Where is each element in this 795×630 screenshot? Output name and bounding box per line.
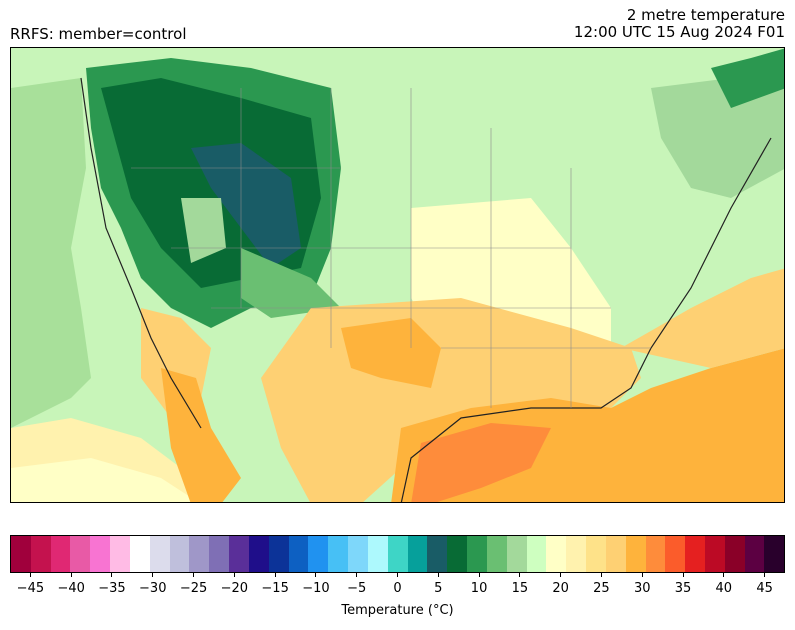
northeast-dark bbox=[711, 48, 784, 108]
colorbar-segment bbox=[189, 536, 210, 572]
colorbar-segment bbox=[665, 536, 686, 572]
colorbar-segment bbox=[50, 536, 71, 572]
colorbar-segment bbox=[605, 536, 626, 572]
state-borders bbox=[131, 88, 651, 408]
model-member-title: RRFS: member=control bbox=[10, 25, 187, 43]
colorbar-tick bbox=[723, 573, 725, 577]
colorbar-tick bbox=[764, 573, 766, 577]
colorbar-tick bbox=[519, 573, 521, 577]
valid-time-title: 12:00 UTC 15 Aug 2024 F01 bbox=[573, 23, 785, 41]
colorbar-tick-label: −35 bbox=[98, 581, 126, 596]
colorbar-label: Temperature (°C) bbox=[341, 603, 454, 618]
basin-patch bbox=[181, 198, 226, 263]
colorbar-segment bbox=[110, 536, 130, 572]
high-peaks bbox=[191, 143, 301, 268]
east-gulf-coastline bbox=[400, 137, 772, 502]
colorbar-tick bbox=[152, 573, 154, 577]
colorbar-tick bbox=[233, 573, 235, 577]
colorbar-tick bbox=[682, 573, 684, 577]
colorbar-segment bbox=[506, 536, 527, 572]
colorbar-tick bbox=[70, 573, 72, 577]
colorbar-segment bbox=[229, 536, 249, 572]
colorbar-tick bbox=[29, 573, 31, 577]
colorbar-segment bbox=[70, 536, 91, 572]
colorbar-tick-label: −15 bbox=[261, 581, 289, 596]
colorbar-tick-label: −5 bbox=[347, 581, 367, 596]
colorbar-tick-label: 0 bbox=[393, 581, 402, 596]
colorbar-tick bbox=[437, 573, 439, 577]
variable-time-title: 2 metre temperature 12:00 UTC 15 Aug 202… bbox=[574, 7, 785, 41]
colorbar-tick bbox=[274, 573, 276, 577]
colorbar-segment bbox=[566, 536, 587, 572]
baja-warm bbox=[161, 368, 241, 502]
colorbar-segment bbox=[685, 536, 705, 572]
colorbar-segment bbox=[308, 536, 329, 572]
colorbar-segment bbox=[129, 536, 150, 572]
pacific-cool-band bbox=[11, 78, 91, 428]
colorbar-tick bbox=[641, 573, 643, 577]
colorbar-tick bbox=[111, 573, 113, 577]
colorbar-tick bbox=[315, 573, 317, 577]
colorbar-tick-label: 45 bbox=[756, 581, 773, 596]
colorbar-segment bbox=[625, 536, 646, 572]
colorbar-tick-label: −30 bbox=[139, 581, 167, 596]
colorbar-tick-label: 40 bbox=[715, 581, 733, 596]
colorbar-segment bbox=[90, 536, 111, 572]
colorbar-tick-label: 10 bbox=[470, 581, 488, 596]
colorbar-segment bbox=[645, 536, 666, 572]
temperature-map[interactable] bbox=[10, 47, 785, 503]
colorbar-tick-label: 30 bbox=[633, 581, 651, 596]
colorbar-segment bbox=[11, 536, 31, 572]
colorbar-segment bbox=[288, 536, 309, 572]
variable-title: 2 metre temperature bbox=[626, 6, 785, 24]
gulf-hot bbox=[411, 423, 551, 502]
colorbar-ticks: −45 −40 −35 −30 −25 −20 −15 −10 −5 0 5 10 15 20 25 30 35… bbox=[10, 573, 785, 603]
colorbar-segment bbox=[586, 536, 606, 572]
colorbar-segment bbox=[169, 536, 190, 572]
colorbar-segment bbox=[486, 536, 507, 572]
colorbar-tick bbox=[193, 573, 195, 577]
colorbar-segment bbox=[30, 536, 51, 572]
colorbar-segment bbox=[407, 536, 428, 572]
colorbar-segment bbox=[467, 536, 487, 572]
texas-warm bbox=[341, 318, 441, 388]
colorbar-segment bbox=[149, 536, 170, 572]
colorbar-segment bbox=[268, 536, 289, 572]
colorbar-segment bbox=[248, 536, 269, 572]
colorbar-tick-label: −10 bbox=[302, 581, 330, 596]
colorbar-tick-label: 35 bbox=[674, 581, 692, 596]
colorbar-tick-label: −25 bbox=[179, 581, 208, 596]
colorbar-tick-label: −45 bbox=[16, 581, 45, 596]
atlantic-warm bbox=[621, 268, 784, 368]
colorbar-tick bbox=[397, 573, 398, 577]
colorbar-segment bbox=[447, 536, 468, 572]
colorbar-segment bbox=[744, 536, 765, 572]
colorbar-tick bbox=[600, 573, 602, 577]
colorbar-tick bbox=[356, 573, 358, 577]
colorbar-tick bbox=[478, 573, 480, 577]
west-coastline bbox=[80, 77, 202, 429]
colorbar-tick-label: 5 bbox=[434, 581, 443, 596]
colorbar-tick-label: 20 bbox=[552, 581, 569, 596]
colorbar-segment bbox=[328, 536, 349, 572]
colorbar-segment bbox=[427, 536, 448, 572]
colorbar-tick bbox=[560, 573, 562, 577]
colorbar-segment bbox=[348, 536, 368, 572]
colorbar-tick-label: −20 bbox=[220, 581, 249, 596]
map-canvas bbox=[11, 48, 784, 502]
colorbar-segment bbox=[704, 536, 725, 572]
colorbar-tick-label: 15 bbox=[511, 581, 529, 596]
pacific-pale-band bbox=[11, 458, 198, 502]
colorbar-segment bbox=[724, 536, 745, 572]
colorbar-segment bbox=[764, 536, 785, 572]
colorbar-tick-label: 25 bbox=[593, 581, 610, 596]
colorbar-segment bbox=[367, 536, 388, 572]
colorbar-segment bbox=[387, 536, 408, 572]
colorbar-tick-label: −40 bbox=[57, 581, 85, 596]
colorbar-segment bbox=[209, 536, 230, 572]
temperature-colorbar bbox=[10, 535, 785, 573]
colorbar-segment bbox=[546, 536, 567, 572]
plains-edge bbox=[241, 248, 341, 318]
colorbar-segment bbox=[526, 536, 547, 572]
